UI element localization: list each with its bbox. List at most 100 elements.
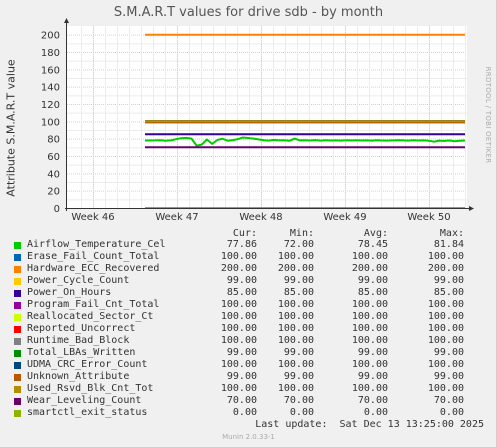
legend-series-name: UDMA_CRC_Error_Count: [27, 359, 148, 370]
legend-series-name: Total_LBAs_Written: [27, 347, 136, 358]
legend-row: UDMA_CRC_Error_Count 100.00 100.00 100.00 10…: [0, 359, 497, 371]
x-axis-arrow: [469, 206, 474, 211]
legend-value-avg: 99.00: [357, 347, 388, 358]
legend-value-cur: 100.00: [220, 299, 257, 310]
legend-value-avg: 100.00: [351, 323, 388, 334]
legend-value-max: 99.00: [433, 275, 464, 286]
legend-value-max: 85.00: [433, 287, 464, 298]
legend-value-cur: 100.00: [220, 323, 257, 334]
legend-value-avg: 100.00: [351, 335, 388, 346]
legend-swatch: [14, 302, 21, 309]
y-tick-label: 140: [41, 83, 60, 94]
y-tick-label: 120: [41, 100, 60, 111]
x-tick-label: Week 47: [155, 212, 198, 223]
legend-row: smartctl_exit_status 0.00 0.00 0.00 0.00: [0, 407, 497, 419]
legend-value-avg: 100.00: [351, 299, 388, 310]
legend-value-avg: 200.00: [351, 263, 388, 274]
legend-value-cur: 99.00: [226, 347, 257, 358]
legend-series-name: smartctl_exit_status: [27, 407, 148, 418]
legend-value-max: 0.00: [439, 407, 464, 418]
legend-value-min: 100.00: [277, 299, 314, 310]
legend-value-cur: 100.00: [220, 251, 257, 262]
legend-value-cur: 0.00: [232, 407, 257, 418]
legend-series-name: Reported_Uncorrect: [27, 323, 136, 334]
legend-value-max: 200.00: [427, 263, 464, 274]
legend-row: Power_On_Hours 85.00 85.00 85.00 85.00: [0, 287, 497, 299]
legend-value-max: 100.00: [427, 383, 464, 394]
legend-row: Reported_Uncorrect 100.00 100.00 100.00 100.…: [0, 323, 497, 335]
legend-series-name: Unknown_Attribute: [27, 371, 130, 382]
legend-swatch: [14, 254, 21, 261]
x-tick-label: Week 48: [239, 212, 282, 223]
legend-row: Unknown_Attribute 99.00 99.00 99.00 99.00: [0, 371, 497, 383]
legend-series-name: Power_Cycle_Count: [27, 275, 130, 286]
legend-value-max: 100.00: [427, 299, 464, 310]
legend-swatch: [14, 374, 21, 381]
legend-row: Airflow_Temperature_Cel 77.86 72.00 78.45 81…: [0, 239, 497, 251]
y-tick-label: 200: [41, 31, 60, 42]
legend-value-cur: 100.00: [220, 335, 257, 346]
legend-value-avg: 0.00: [363, 407, 388, 418]
legend-row: Power_Cycle_Count 99.00 99.00 99.00 99.00: [0, 275, 497, 287]
y-axis-arrow: [64, 18, 69, 23]
chart-title: S.M.A.R.T values for drive sdb - by mont…: [113, 5, 384, 20]
legend-row: Wear_Leveling_Count 70.00 70.00 70.00 70.00: [0, 395, 497, 407]
legend-swatch: [14, 266, 21, 273]
legend-value-avg: 100.00: [351, 251, 388, 262]
legend-series-name: Reallocated_Sector_Ct: [27, 311, 154, 322]
legend-row: Reallocated_Sector_Ct 100.00 100.00 100.00 1…: [0, 311, 497, 323]
legend-row: Erase_Fail_Count_Total 100.00 100.00 100.00…: [0, 251, 497, 263]
legend-value-min: 99.00: [283, 347, 314, 358]
legend-value-cur: 100.00: [220, 383, 257, 394]
legend-swatch: [14, 362, 21, 369]
legend-value-avg: 100.00: [351, 311, 388, 322]
munin-version: Munin 2.0.33-1: [222, 433, 275, 441]
plot-area: Week 46 Week 47 Week 48 Week 49 Week 50 0 20 40…: [41, 18, 474, 223]
legend-swatch: [14, 398, 21, 405]
legend-value-min: 100.00: [277, 323, 314, 334]
legend-value-min: 100.00: [277, 383, 314, 394]
legend-swatch: [14, 386, 21, 393]
y-tick-label: 60: [47, 152, 60, 163]
legend-series-name: Program_Fail_Cnt_Total: [27, 299, 160, 310]
legend-value-min: 100.00: [277, 335, 314, 346]
legend-value-max: 70.00: [433, 395, 464, 406]
legend-row: Total_LBAs_Written 99.00 99.00 99.00 99.00: [0, 347, 497, 359]
legend-series-name: Erase_Fail_Count_Total: [27, 251, 160, 262]
y-tick-label: 160: [41, 65, 60, 76]
legend-swatch: [14, 410, 21, 417]
last-update: Last update: Sat Dec 13 13:25:00 2025: [255, 419, 484, 430]
legend-value-min: 85.00: [283, 287, 314, 298]
legend-value-max: 81.84: [433, 239, 464, 250]
legend-series-name: Hardware_ECC_Recovered: [27, 263, 160, 274]
legend-swatch: [14, 278, 21, 285]
legend-value-avg: 99.00: [357, 371, 388, 382]
legend-value-cur: 99.00: [226, 371, 257, 382]
y-tick-label: 0: [54, 204, 60, 215]
legend-value-min: 0.00: [289, 407, 314, 418]
legend-swatch: [14, 326, 21, 333]
legend-value-max: 100.00: [427, 311, 464, 322]
legend-value-max: 100.00: [427, 251, 464, 262]
legend-header-max: Max:: [439, 228, 464, 239]
y-tick-label: 20: [47, 187, 60, 198]
legend-series-name: Airflow_Temperature_Cel: [27, 239, 166, 250]
series-line: [145, 136, 466, 147]
legend-series-name: Power_On_Hours: [27, 287, 112, 298]
legend-value-cur: 100.00: [220, 311, 257, 322]
legend-header-cur: Cur:: [232, 228, 257, 239]
legend-value-max: 99.00: [433, 347, 464, 358]
legend-value-avg: 99.00: [357, 275, 388, 286]
legend-series-name: Wear_Leveling_Count: [27, 395, 142, 406]
legend-value-min: 200.00: [277, 263, 314, 274]
legend-value-cur: 99.00: [226, 275, 257, 286]
legend-swatch: [14, 338, 21, 345]
legend-value-cur: 200.00: [220, 263, 257, 274]
legend-swatch: [14, 290, 21, 297]
legend-value-avg: 85.00: [357, 287, 388, 298]
legend-value-min: 99.00: [283, 275, 314, 286]
legend-header-min: Min:: [289, 228, 314, 239]
legend-row: Program_Fail_Cnt_Total 100.00 100.00 100.00…: [0, 299, 497, 311]
legend-value-max: 100.00: [427, 359, 464, 370]
legend-value-min: 100.00: [277, 311, 314, 322]
